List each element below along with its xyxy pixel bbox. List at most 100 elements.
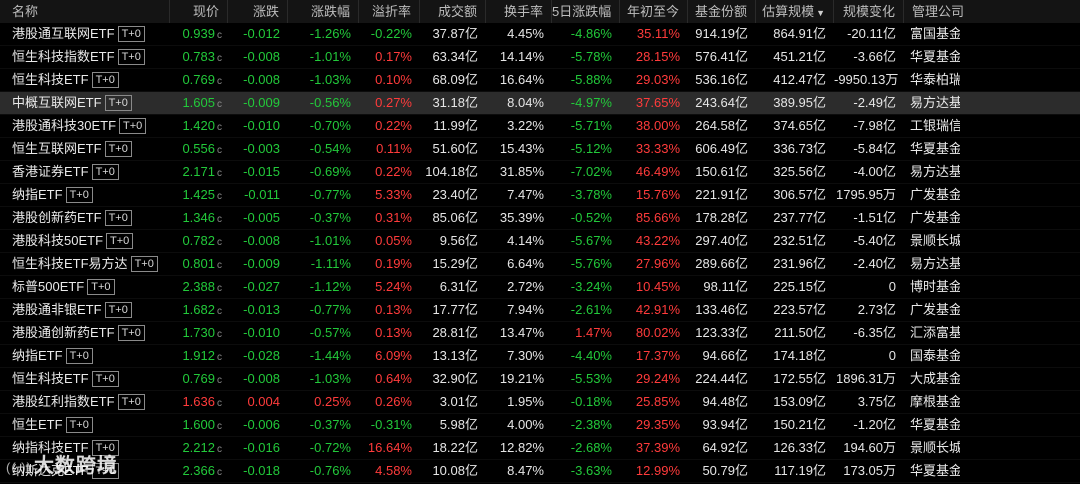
price-value: 1.425 [182,187,215,202]
table-row[interactable]: 港股通科技30ETF T+0 1.420 c -0.010 -0.70% 0.22% 11.9… [0,115,1080,138]
table-row[interactable]: 纳指ETF T+0 1.425 c -0.011 -0.77% 5.33% 23.40亿 7.4… [0,184,1080,207]
scale-change-cell: 1795.95万 [836,187,896,202]
price-value: 0.801 [182,256,215,271]
fund-shares-cell: 98.11亿 [703,279,748,294]
fund-name[interactable]: 恒生互联网ETF [12,141,102,156]
table-row[interactable]: 港股红利指数ETF T+0 1.636 c 0.004 0.25% 0.26% 3.01亿 1.… [0,391,1080,414]
fund-name-cell: 港股红利指数ETF T+0 [10,391,170,413]
table-row[interactable]: 恒生科技指数ETF T+0 0.783 c -0.008 -1.01% 0.17% 63.34… [0,46,1080,69]
table-row[interactable]: 标普500ETF T+0 2.388 c -0.027 -1.12% 5.24% 6.31亿 2… [0,276,1080,299]
scale-change-cell: -20.11亿 [847,26,896,41]
header-change[interactable]: 涨跌 [228,0,288,23]
fund-name[interactable]: 纳指ETF [12,348,63,363]
table-row[interactable]: 纳斯达克ETF T+0 2.366 c -0.018 -0.76% 4.58% 10.08亿 8… [0,460,1080,483]
scale-change-cell: -1.20亿 [853,417,896,432]
company-cell: 华夏基金 [910,417,960,432]
fund-name[interactable]: 恒生科技ETF [12,72,89,87]
header-name[interactable]: 名称 [10,0,170,23]
change-5d-cell: -0.18% [570,394,612,409]
turnover-rate-cell: 8.04% [507,95,544,110]
premium-cell: 0.19% [375,256,412,271]
price-cell: 1.420 c [170,115,228,137]
turnover-cell: 5.98亿 [439,417,478,432]
fund-name[interactable]: 纳指科技ETF [12,440,89,455]
turnover-cell: 17.77亿 [432,302,478,317]
price-value: 2.212 [182,440,215,455]
price-cell: 0.556 c [170,138,228,160]
ytd-cell: 29.35% [635,417,680,432]
change-cell: -0.016 [243,440,280,455]
fund-name[interactable]: 香港证券ETF [12,164,89,179]
sort-desc-icon[interactable]: ▼ [816,8,825,18]
fund-name[interactable]: 港股通非银ETF [12,302,102,317]
header-fund-shares[interactable]: 基金份额 [688,0,756,23]
table-row[interactable]: 港股通创新药ETF T+0 1.730 c -0.010 -0.57% 0.13% 28.81… [0,322,1080,345]
ytd-cell: 35.11% [636,26,680,41]
ytd-cell: 33.33% [635,141,680,156]
fund-name[interactable]: 港股通互联网ETF [12,26,115,41]
company-cell: 大成基金 [910,371,960,386]
fund-name[interactable]: 港股红利指数ETF [12,394,115,409]
price-cell: 1.600 c [170,414,228,436]
header-price[interactable]: 现价 [170,0,228,23]
turnover-rate-cell: 1.95% [507,394,544,409]
table-row[interactable]: 恒生科技ETF T+0 0.769 c -0.008 -1.03% 0.10% 68.09亿 1… [0,69,1080,92]
table-row[interactable]: 港股科技50ETF T+0 0.782 c -0.008 -1.01% 0.05% 9.56亿… [0,230,1080,253]
company-cell: 广发基金 [910,302,960,317]
header-scale-change[interactable]: 规模变化 [834,0,904,23]
header-ytd[interactable]: 年初至今 [620,0,688,23]
header-turnover[interactable]: 成交额 [420,0,486,23]
fund-name[interactable]: 纳指ETF [12,187,63,202]
header-premium[interactable]: 溢折率 [359,0,420,23]
change-cell: -0.008 [243,233,280,248]
fund-name[interactable]: 港股通创新药ETF [12,325,115,340]
ytd-cell: 17.37% [635,348,680,363]
change-5d-cell: -5.76% [570,256,612,271]
price-unit: c [217,398,222,409]
est-scale-cell: 150.21亿 [773,417,826,432]
turnover-rate-cell: 7.94% [507,302,544,317]
premium-cell: 5.24% [375,279,412,294]
change-5d-cell: -5.53% [570,371,612,386]
header-change-pct[interactable]: 涨跌幅 [288,0,359,23]
change-5d-cell: -0.52% [570,210,612,225]
price-cell: 1.346 c [170,207,228,229]
row-edge [0,345,10,367]
fund-name[interactable]: 中概互联网ETF [12,95,102,110]
table-row[interactable]: 港股通非银ETF T+0 1.682 c -0.013 -0.77% 0.13% 17.77亿… [0,299,1080,322]
ytd-cell: 38.00% [635,118,680,133]
table-row[interactable]: 恒生科技ETF T+0 0.769 c -0.008 -1.03% 0.64% 32.90亿 1… [0,368,1080,391]
table-row[interactable]: 港股通互联网ETF T+0 0.939 c -0.012 -1.26% -0.22% 37.8… [0,23,1080,46]
table-row[interactable]: 恒生科技ETF易方达 T+0 0.801 c -0.009 -1.11% 0.19% 15.2… [0,253,1080,276]
fund-name[interactable]: 标普500ETF [12,279,85,294]
price-value: 1.912 [182,348,215,363]
company-cell: 易方达基金 [910,164,960,179]
t0-badge: T+0 [130,255,158,272]
table-row[interactable]: 恒生ETF T+0 1.600 c -0.006 -0.37% -0.31% 5.98亿 4.0… [0,414,1080,437]
header-turnover-rate[interactable]: 换手率 [486,0,552,23]
header-est-scale[interactable]: 估算规模 ▼ [756,0,834,23]
price-unit: c [217,329,222,340]
table-row[interactable]: 纳指ETF T+0 1.912 c -0.028 -1.44% 6.09% 13.13亿 7.3… [0,345,1080,368]
fund-name[interactable]: 恒生科技ETF易方达 [12,256,128,271]
fund-name[interactable]: 恒生科技ETF [12,371,89,386]
header-company[interactable]: 管理公司 [912,4,965,19]
table-row[interactable]: 中概互联网ETF T+0 1.605 c -0.009 -0.56% 0.27% 31.18亿… [0,92,1080,115]
header-change-5d[interactable]: 5日涨跌幅 [552,0,620,23]
table-row[interactable]: 港股创新药ETF T+0 1.346 c -0.005 -0.37% 0.31% 85.06亿… [0,207,1080,230]
fund-name[interactable]: 港股创新药ETF [12,210,102,225]
change-5d-cell: -3.63% [570,463,612,478]
fund-name[interactable]: 纳斯达克ETF [12,463,89,478]
turnover-cell: 68.09亿 [432,72,478,87]
price-unit: c [217,260,222,271]
change-5d-cell: -2.61% [570,302,612,317]
fund-name[interactable]: 港股通科技30ETF [12,118,117,133]
table-row[interactable]: 纳指科技ETF T+0 2.212 c -0.016 -0.72% 16.64% 18.22亿… [0,437,1080,460]
table-row[interactable]: 香港证券ETF T+0 2.171 c -0.015 -0.69% 0.22% 104.18亿… [0,161,1080,184]
fund-name[interactable]: 恒生ETF [12,417,63,432]
table-row[interactable]: 恒生互联网ETF T+0 0.556 c -0.003 -0.54% 0.11% 51.60亿… [0,138,1080,161]
price-value: 2.171 [182,164,215,179]
fund-name[interactable]: 港股科技50ETF [12,233,104,248]
premium-cell: 0.27% [375,95,412,110]
fund-name[interactable]: 恒生科技指数ETF [12,49,115,64]
